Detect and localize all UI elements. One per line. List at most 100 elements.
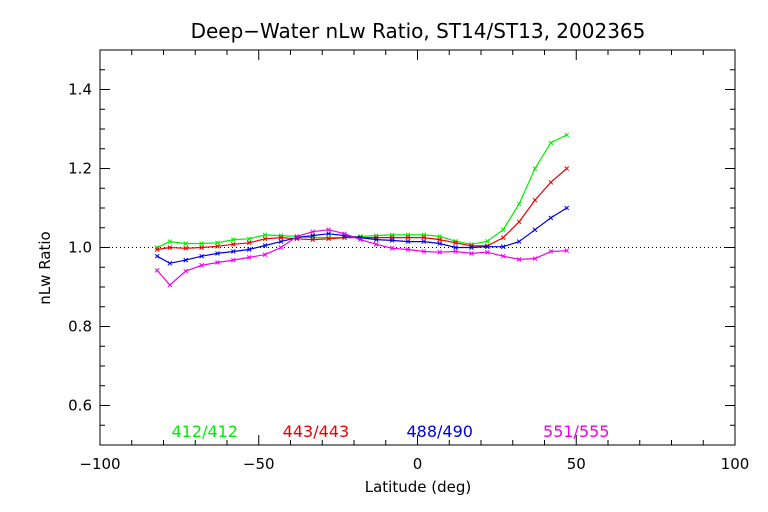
legend-label: 443/443: [283, 422, 349, 441]
data-point-551-555: [154, 268, 160, 273]
data-point-488-490: [199, 253, 204, 259]
data-point-443-443: [532, 197, 538, 203]
data-point-551-555: [421, 249, 427, 254]
data-point-488-490: [389, 238, 395, 243]
data-point-488-490: [167, 260, 173, 266]
data-point-412-412: [484, 238, 490, 244]
data-point-443-443: [246, 240, 252, 246]
data-point-412-412: [262, 232, 268, 238]
legend-label: 412/412: [172, 422, 238, 441]
data-point-412-412: [564, 132, 570, 138]
data-point-412-412: [548, 140, 554, 146]
data-point-488-490: [262, 243, 268, 248]
data-point-443-443: [154, 247, 160, 252]
data-point-412-412: [215, 240, 220, 246]
data-point-551-555: [278, 245, 284, 250]
data-point-412-412: [246, 236, 252, 242]
data-point-488-490: [230, 249, 236, 254]
data-point-551-555: [484, 249, 490, 255]
data-point-443-443: [421, 235, 427, 240]
data-point-412-412: [183, 241, 189, 246]
data-point-443-443: [183, 245, 189, 251]
data-point-551-555: [310, 229, 316, 235]
y-tick-label: 0.6: [68, 397, 92, 415]
data-point-412-412: [516, 201, 522, 207]
data-point-443-443: [564, 166, 570, 171]
series-line-412-412: [156, 134, 567, 249]
y-tick-label: 1.2: [68, 160, 92, 178]
x-tick-label: 100: [721, 455, 750, 473]
data-point-551-555: [373, 241, 379, 247]
data-point-488-490: [310, 233, 316, 239]
data-point-551-555: [183, 268, 189, 274]
chart-title: Deep−Water nLw Ratio, ST14/ST13, 2002365: [191, 19, 646, 43]
data-point-443-443: [500, 235, 506, 240]
data-point-551-555: [357, 237, 363, 242]
data-point-551-555: [548, 249, 554, 254]
data-point-551-555: [215, 260, 220, 265]
y-axis-label: nLw Ratio: [36, 231, 54, 304]
legend-label: 551/555: [543, 422, 609, 441]
data-point-412-412: [532, 166, 538, 171]
data-point-551-555: [199, 262, 204, 268]
data-point-443-443: [167, 245, 173, 250]
data-point-488-490: [154, 253, 160, 259]
data-point-412-412: [199, 241, 204, 246]
data-point-488-490: [183, 257, 189, 263]
data-point-488-490: [246, 247, 252, 252]
data-point-551-555: [230, 257, 236, 263]
data-point-443-443: [548, 179, 554, 185]
data-point-551-555: [532, 256, 538, 261]
data-point-443-443: [215, 243, 220, 249]
data-point-443-443: [310, 237, 316, 242]
legend-label: 488/490: [406, 422, 472, 441]
data-point-488-490: [373, 237, 379, 242]
x-tick-label: 50: [567, 455, 586, 473]
data-point-551-555: [342, 231, 347, 237]
data-point-551-555: [453, 249, 458, 254]
data-point-443-443: [262, 236, 268, 242]
data-point-488-490: [278, 239, 284, 244]
data-point-488-490: [453, 245, 458, 250]
data-point-551-555: [167, 282, 173, 288]
data-point-443-443: [453, 240, 458, 246]
data-point-443-443: [326, 236, 331, 242]
data-point-551-555: [437, 249, 443, 255]
data-point-488-490: [469, 245, 474, 250]
data-point-412-412: [167, 239, 173, 244]
data-point-551-555: [262, 252, 268, 257]
y-tick-label: 1.4: [68, 81, 92, 99]
data-point-488-490: [215, 251, 220, 256]
data-point-551-555: [469, 251, 474, 256]
data-point-488-490: [405, 239, 411, 244]
x-tick-label: 0: [413, 455, 423, 473]
data-point-488-490: [421, 239, 427, 244]
y-tick-label: 1.0: [68, 239, 92, 257]
data-point-488-490: [500, 244, 506, 250]
data-point-412-412: [230, 237, 236, 242]
data-point-551-555: [326, 227, 331, 233]
data-point-551-555: [564, 248, 570, 254]
data-point-443-443: [199, 245, 204, 250]
data-point-551-555: [500, 253, 506, 259]
data-point-488-490: [437, 241, 443, 246]
data-point-488-490: [516, 239, 522, 244]
data-point-488-490: [548, 215, 554, 221]
data-point-488-490: [326, 231, 331, 237]
data-point-551-555: [294, 234, 300, 239]
data-point-488-490: [532, 227, 538, 233]
data-point-443-443: [516, 219, 522, 225]
data-point-488-490: [484, 244, 490, 250]
data-point-443-443: [437, 237, 443, 242]
data-point-443-443: [230, 241, 236, 247]
data-point-443-443: [278, 235, 284, 240]
data-point-443-443: [405, 235, 411, 240]
plot-area: −100 −50 0 50 100 0.6 0.8 1.0 1.2 1.4 412/412 443/4…: [68, 49, 750, 473]
data-point-551-555: [389, 245, 395, 251]
data-point-488-490: [564, 205, 570, 211]
x-axis-label: Latitude (deg): [365, 478, 471, 496]
data-point-412-412: [500, 227, 506, 233]
x-tick-label: −50: [243, 455, 275, 473]
data-point-551-555: [246, 255, 252, 260]
